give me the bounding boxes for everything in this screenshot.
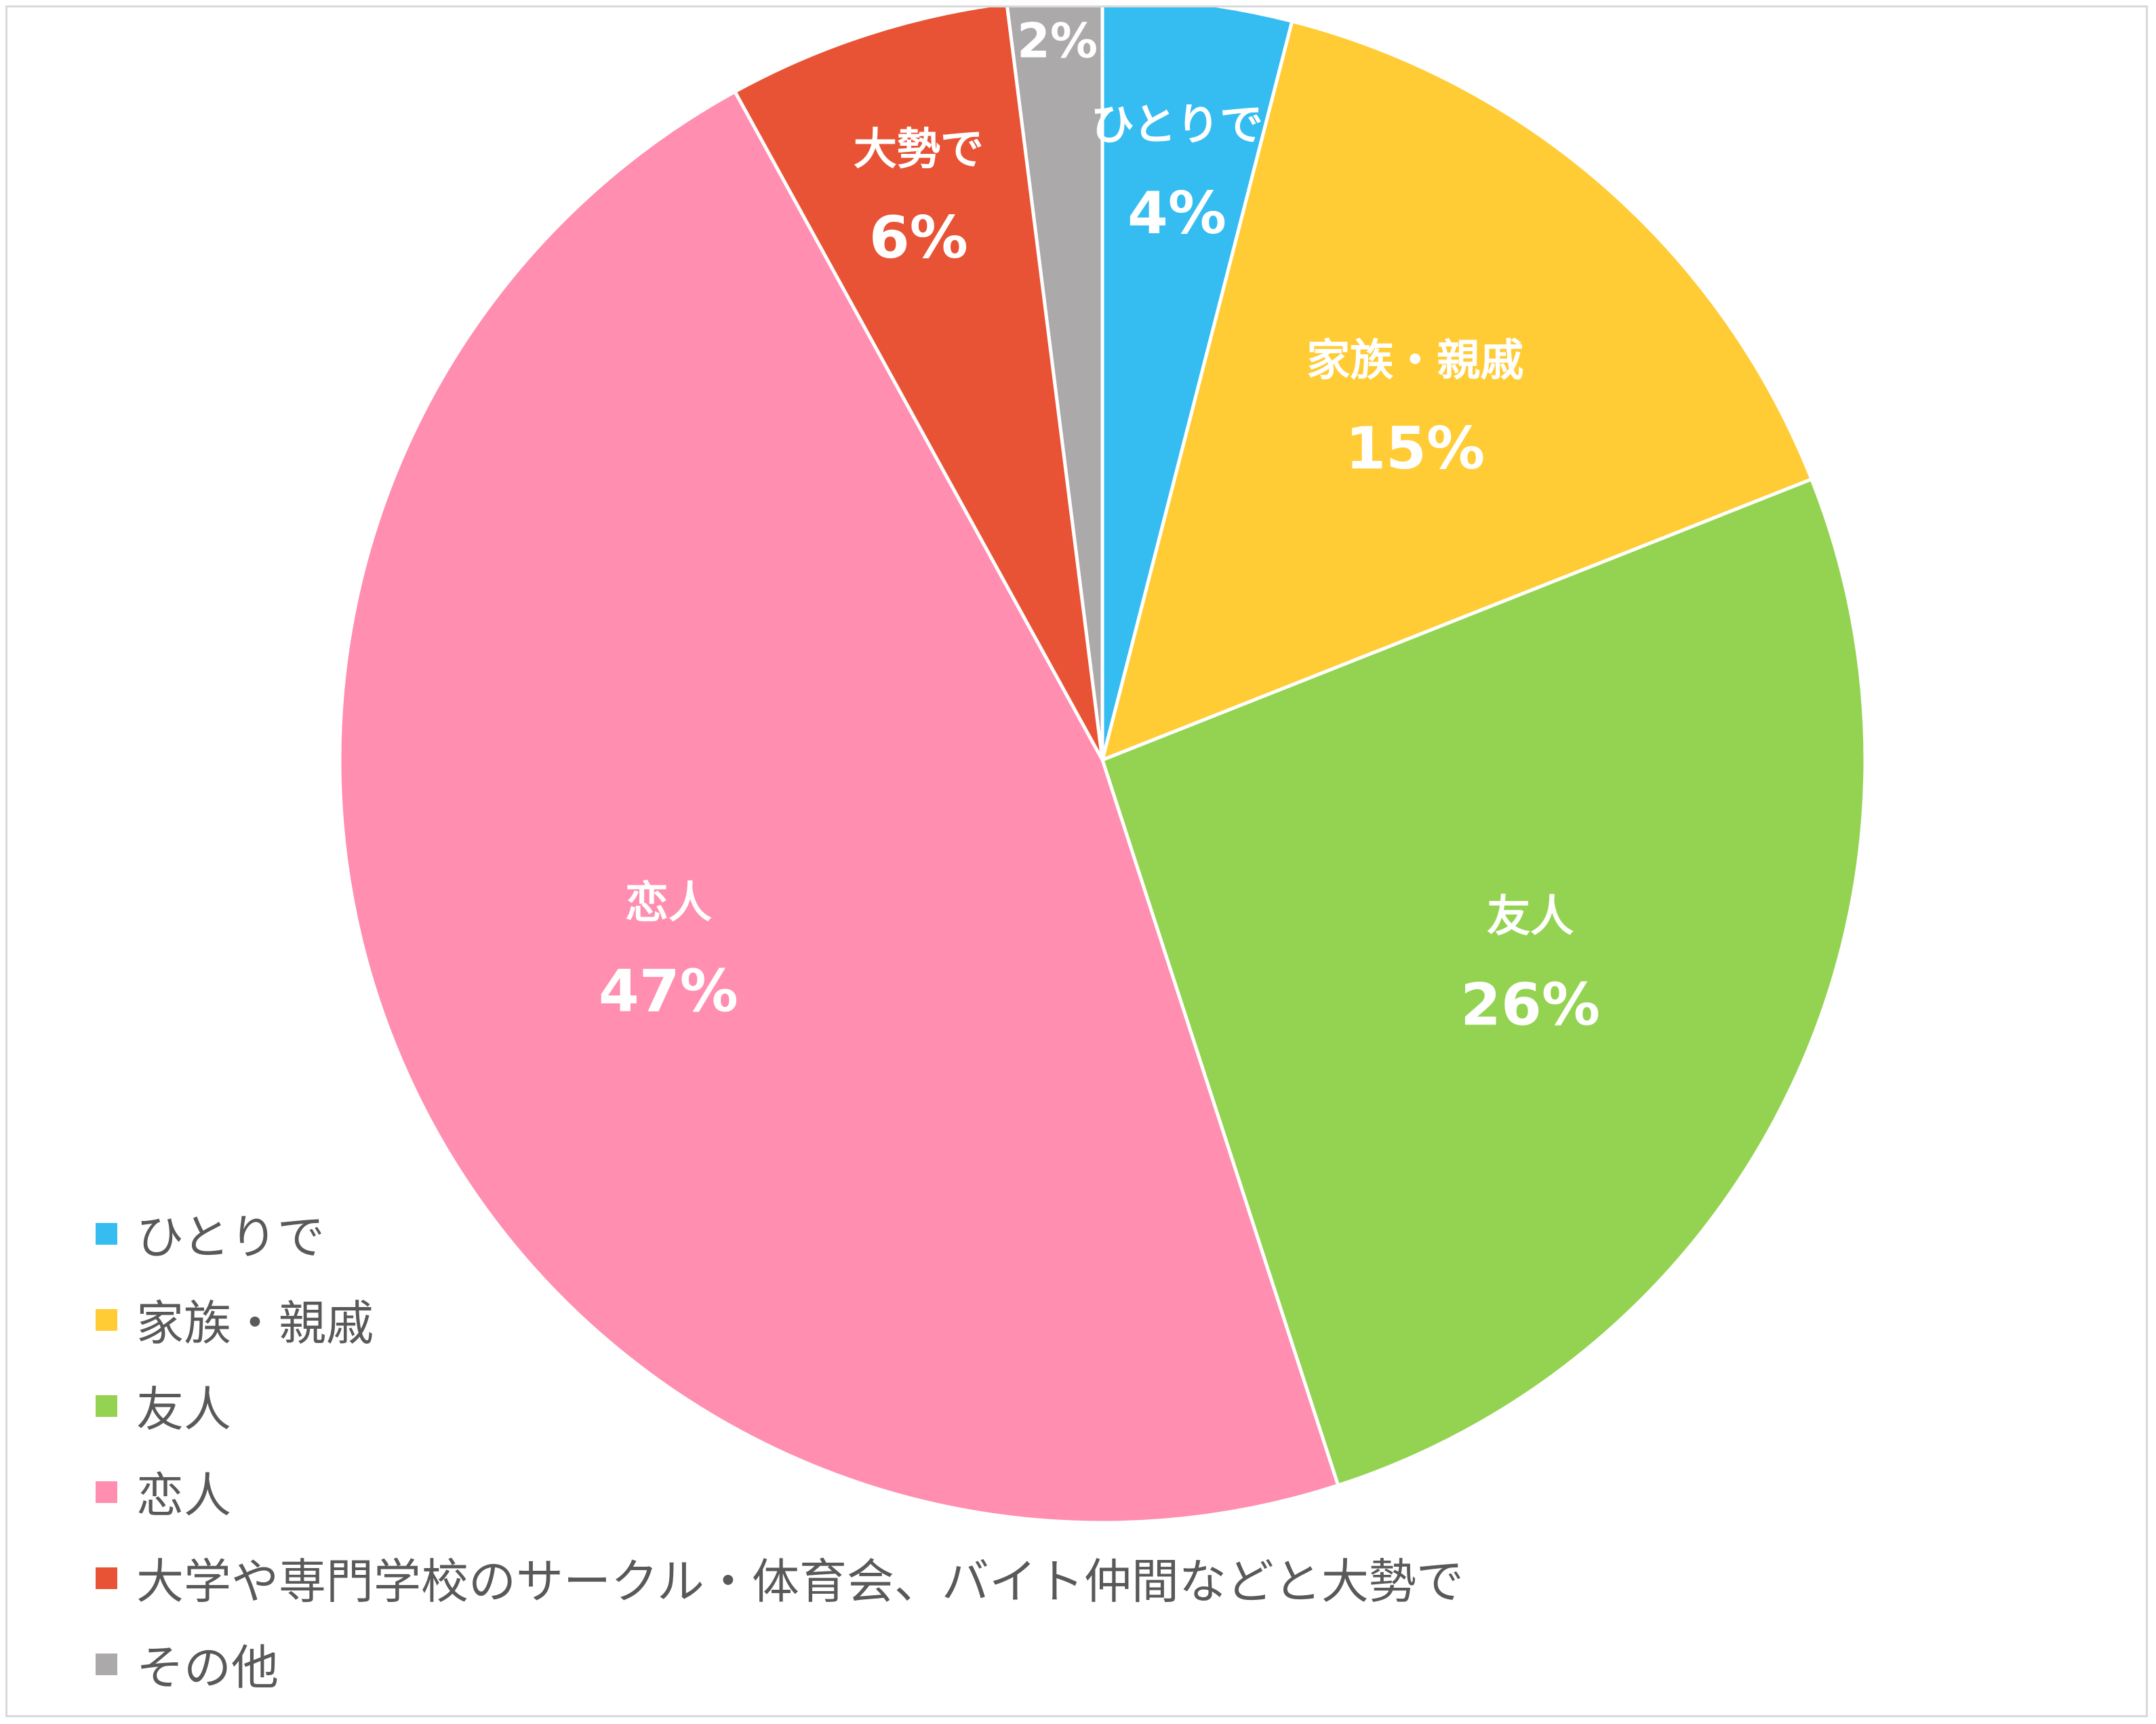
pie-slice-1 [1100, 19, 1814, 763]
slice-category-label: 友人 [1487, 892, 1574, 942]
legend-label: 大学や専門学校のサークル・体育会、バイト仲間などと大勢で [136, 1554, 1464, 1609]
pie-slice-2 [1100, 477, 1867, 1488]
legend-item: ひとりで [96, 1190, 1464, 1277]
slice-percent-label: 15% [1345, 415, 1485, 483]
legend-item: 恋人 [96, 1449, 1464, 1535]
slice-percent-label: 6% [869, 204, 968, 272]
legend-swatch [96, 1653, 117, 1675]
slice-percent-label: 26% [1460, 971, 1600, 1039]
slice-category-label: 大勢で [854, 125, 984, 175]
legend-swatch [96, 1395, 117, 1417]
legend-label: 家族・親戚 [136, 1296, 374, 1351]
legend-swatch [96, 1567, 117, 1589]
pie-slice-5 [1005, 7, 1104, 761]
pie-slice-3 [338, 89, 1340, 1525]
legend: ひとりで家族・親戚友人恋人大学や専門学校のサークル・体育会、バイト仲間などと大勢… [96, 1190, 1464, 1707]
slice-percent-label: 4% [1127, 180, 1226, 247]
legend-label: 友人 [136, 1382, 231, 1437]
legend-label: その他 [136, 1640, 279, 1696]
chart-frame: ひとりで 4% 家族・親戚 15% 友人 26% 恋人 47% 大勢で 6% 2% ひとりで 家族・親… [5, 5, 2148, 1717]
legend-label: ひとりで [136, 1209, 325, 1265]
legend-item: その他 [96, 1621, 1464, 1707]
slice-category-label: 恋人 [625, 879, 712, 929]
legend-item: 家族・親戚 [96, 1277, 1464, 1363]
legend-item: 大学や専門学校のサークル・体育会、バイト仲間などと大勢で [96, 1535, 1464, 1621]
pie-labels: ひとりで 4% 家族・親戚 15% 友人 26% 恋人 47% 大勢で 6% 2% [599, 14, 1600, 1039]
slice-category-label: ひとりで [1091, 100, 1263, 151]
legend-label: 恋人 [136, 1468, 231, 1523]
pie-slice-4 [732, 7, 1104, 761]
pie-slices [338, 7, 1867, 1525]
slice-category-label: 家族・親戚 [1306, 336, 1523, 386]
legend-swatch [96, 1308, 117, 1331]
legend-item: 友人 [96, 1363, 1464, 1449]
legend-swatch [96, 1222, 117, 1245]
legend-swatch [96, 1481, 117, 1503]
pie-chart: ひとりで 4% 家族・親戚 15% 友人 26% 恋人 47% 大勢で 6% 2% [338, 7, 1867, 1525]
slice-percent-label: 47% [599, 957, 738, 1025]
slice-percent-label: 2% [1017, 14, 1098, 69]
